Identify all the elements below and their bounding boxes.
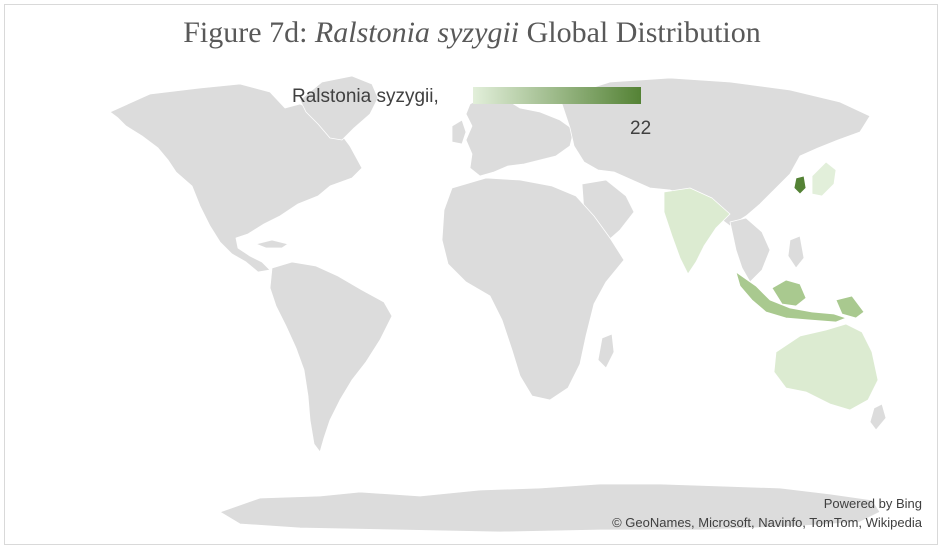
africa[interactable] — [441, 177, 625, 401]
legend-max-value: 22 — [630, 118, 652, 139]
north-america[interactable] — [109, 83, 363, 273]
legend-label: Ralstonia syzygii, — [292, 86, 439, 107]
greenland[interactable] — [299, 75, 379, 141]
south-america[interactable] — [269, 261, 393, 453]
europe[interactable] — [465, 93, 575, 177]
caribbean[interactable] — [255, 239, 289, 249]
map-title: Figure 7d: Ralstonia syzygii Global Dist… — [0, 16, 944, 50]
asia[interactable] — [559, 77, 871, 227]
southeast-asia[interactable] — [729, 217, 771, 283]
britain[interactable] — [451, 119, 467, 145]
new-zealand[interactable] — [869, 403, 887, 431]
region-borneo[interactable] — [771, 279, 807, 307]
powered-by-credit: Powered by Bing — [823, 496, 922, 511]
title-suffix: Global Distribution — [519, 16, 761, 49]
region-japan[interactable] — [811, 161, 837, 197]
antarctica[interactable] — [219, 483, 881, 533]
legend-gradient-bar — [473, 87, 641, 104]
region-australia[interactable] — [773, 323, 879, 411]
region-indonesia[interactable] — [735, 271, 847, 323]
title-species: Ralstonia syzygii — [314, 16, 520, 49]
madagascar[interactable] — [597, 333, 615, 369]
attribution-credit: © GeoNames, Microsoft, Navinfo, TomTom, … — [612, 515, 922, 530]
region-south-korea[interactable] — [793, 175, 807, 195]
title-prefix: Figure 7d: — [183, 16, 315, 49]
philippines[interactable] — [787, 235, 805, 269]
region-india[interactable] — [663, 187, 731, 275]
region-papua-new-guinea[interactable] — [835, 295, 865, 319]
